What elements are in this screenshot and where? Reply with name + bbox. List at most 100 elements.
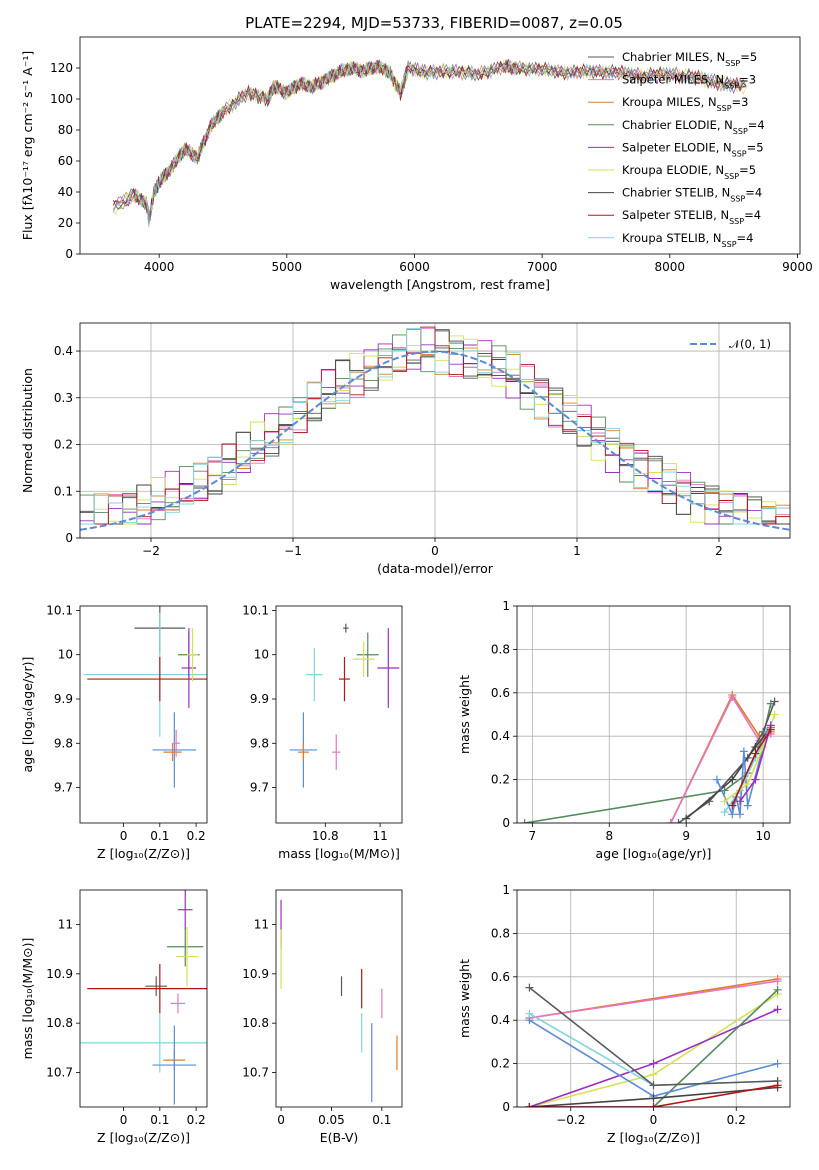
weight-marker [773,1059,782,1068]
y-tick-label: 9.8 [54,736,73,750]
x-tick-label: 0.2 [727,1113,746,1127]
weight-marker [674,819,683,823]
y-tick-label: 0 [65,247,73,261]
x-tick-label: 6000 [399,260,430,274]
x-tick-label: 0.2 [187,1113,206,1127]
histogram-step [80,326,790,525]
x-tick-label: 10.8 [312,829,339,843]
y-tick-label: 11 [254,918,269,932]
spectrum-title: PLATE=2294, MJD=53733, FIBERID=0087, z=0… [245,14,623,32]
weight-marker [773,1081,782,1090]
weight-marker [751,749,760,758]
y-tick-label: 9.9 [54,692,73,706]
weight-marker [728,810,737,819]
x-axis-label: mass [log₁₀(M/M⊙)] [278,846,400,861]
weight_vs_age-axes: 7 8 9 10 0 0.2 0.4 0.6 0.8 1 age [log₁₀(age/yr)] ma… [457,599,790,861]
x-tick-label: 0 [650,1113,658,1127]
legend-label: Chabrier MILES, NSSP=5 [622,50,757,68]
y-tick-label: 0 [502,1100,510,1114]
y-tick-label: 80 [58,123,73,137]
normal-curve [80,350,790,531]
y-axis-label: Normed distribution [20,368,35,493]
y-tick-label: 10.1 [242,603,269,617]
weight-marker [770,710,779,719]
weight-marker [773,977,782,986]
y-tick-label: 9.9 [250,692,269,706]
age_vs_mass-points [289,623,400,788]
x-tick-label: 9 [682,829,690,843]
x-tick-label: 0 [120,1113,128,1127]
y-tick-label: 0 [65,531,73,545]
spectrum-series-line [112,59,747,221]
x-tick-label: 10 [755,829,770,843]
weight-marker [649,1059,658,1068]
mass_vs_Z-points [80,890,207,1105]
x-tick-label: 8 [605,829,613,843]
age_vs_Z-axes: 0 0.1 0.2 9.7 9.8 9.9 10 10.1 Z [log₁₀(Z/Z⊙)] age… [20,603,206,861]
x-axis-label: Z [log₁₀(Z/Z⊙)] [97,1130,190,1145]
legend-label: Chabrier STELIB, NSSP=4 [622,186,762,204]
weight-marker [682,814,691,823]
y-tick-label: 10.8 [46,1016,73,1030]
y-tick-label: 0.8 [491,642,510,656]
x-tick-label: 0 [277,1113,285,1127]
weight-marker [770,697,779,706]
x-tick-label: 0.1 [150,1113,169,1127]
legend-label: Kroupa STELIB, NSSP=4 [622,231,753,249]
spectrum-series-line [112,59,747,225]
mass_vs_Z-frame [79,889,208,1108]
x-tick-label: 0.05 [318,1113,345,1127]
weight_vs_Z-axes: −0.2 0 0.2 0 0.2 0.4 0.6 0.8 1 Z [log₁₀(Z/Z⊙)] mas… [457,883,790,1145]
weight_vs_age-frame [516,605,791,824]
y-tick-label: 0.4 [491,729,510,743]
y-tick-label: 0.8 [491,926,510,940]
y-axis-label: mass [log₁₀(M/M⊙)] [20,938,35,1060]
x-tick-label: 11 [372,829,387,843]
x-tick-label: 0.2 [187,829,206,843]
mass_vs_ebv-axes: 0 0.05 0.1 10.7 10.8 10.9 11 E(B-V) [242,918,391,1145]
weight-line [529,989,779,1107]
y-tick-label: 10.9 [242,967,269,981]
y-tick-label: 0.4 [491,1013,510,1027]
y-tick-label: 0.2 [491,773,510,787]
weight-marker [773,985,782,994]
weight-marker [728,801,737,810]
mass_vs_ebv-frame [275,889,403,1108]
weight-marker [736,797,745,806]
histogram-step [80,327,790,525]
weight-marker [520,819,529,823]
y-tick-label: 1 [502,599,510,613]
y-tick-label: 0.6 [491,686,510,700]
x-tick-label: 0 [120,829,128,843]
y-tick-label: 10 [58,648,73,662]
spectrum-axes: 4000 5000 6000 7000 8000 9000 0 20 40 60 80 100 120 w… [20,51,813,292]
x-tick-label: 8000 [655,260,686,274]
weight-marker [666,819,675,823]
spectrum-frame [79,36,801,255]
x-axis-label: E(B-V) [320,1130,359,1145]
mass_vs_Z-axes: 0 0.1 0.2 10.7 10.8 10.9 11 Z [log₁₀(Z/Z⊙)] mass… [20,918,206,1145]
x-axis-label: Z [log₁₀(Z/Z⊙)] [607,1130,700,1145]
y-tick-label: 10.7 [46,1065,73,1079]
y-axis-label: mass weight [457,675,472,754]
x-tick-label: −2 [142,544,160,558]
age_vs_Z-frame [79,605,208,824]
x-axis-label: Z [log₁₀(Z/Z⊙)] [97,846,190,861]
weight-marker [649,1094,658,1103]
weight_vs_Z-frame [516,889,791,1108]
x-tick-label: 9000 [782,260,813,274]
residual-histograms [80,326,790,531]
weight_vs_age-lines [520,690,779,823]
y-tick-label: 10.9 [46,967,73,981]
y-tick-label: 0.1 [54,484,73,498]
y-tick-label: 120 [50,61,73,75]
spectrum-lines [112,59,747,228]
y-tick-label: 1 [502,883,510,897]
x-tick-label: 0 [431,544,439,558]
weight_vs_Z-lines [525,974,782,1107]
legend-label: Salpeter STELIB, NSSP=4 [622,208,761,226]
x-tick-label: 4000 [144,260,175,274]
y-tick-label: 0.2 [491,1057,510,1071]
weight-marker [649,1103,658,1107]
